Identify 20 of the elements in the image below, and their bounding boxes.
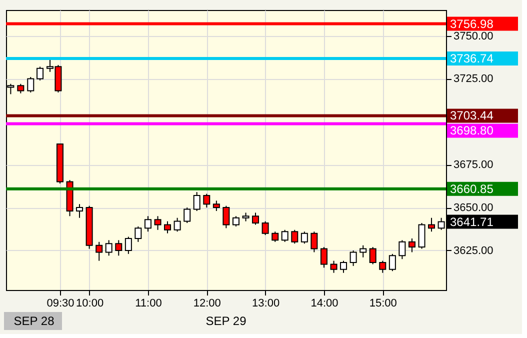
x-tick-label: 13:00: [252, 298, 280, 310]
x-tick-label: 09:30: [46, 298, 74, 310]
x-tick-label: 10:00: [76, 298, 104, 310]
y-tick-label: 3650.00: [454, 202, 494, 214]
y-tick-label: 3725.00: [454, 73, 494, 86]
ref-line-label: 3698.80: [450, 124, 494, 138]
ref-line-label: 3703.44: [450, 108, 494, 123]
ref-line-label: 3756.98: [450, 16, 494, 31]
x-tick-label: 14:00: [310, 298, 338, 310]
y-tick-label: 3625.00: [454, 244, 494, 257]
x-tick-label: 11:00: [135, 298, 162, 310]
x-tick-label: 12:00: [193, 298, 221, 310]
y-tick-label: 3675.00: [454, 159, 494, 172]
x-tick-label: 15:00: [369, 298, 397, 310]
text: SEP 28: [14, 314, 55, 328]
ref-line-label: 3660.85: [450, 182, 494, 196]
text: SEP 29: [206, 314, 247, 328]
ref-line-label: 3736.74: [450, 52, 494, 66]
y-tick-label: 3750.00: [454, 30, 494, 42]
text: 3641.71: [450, 214, 494, 229]
